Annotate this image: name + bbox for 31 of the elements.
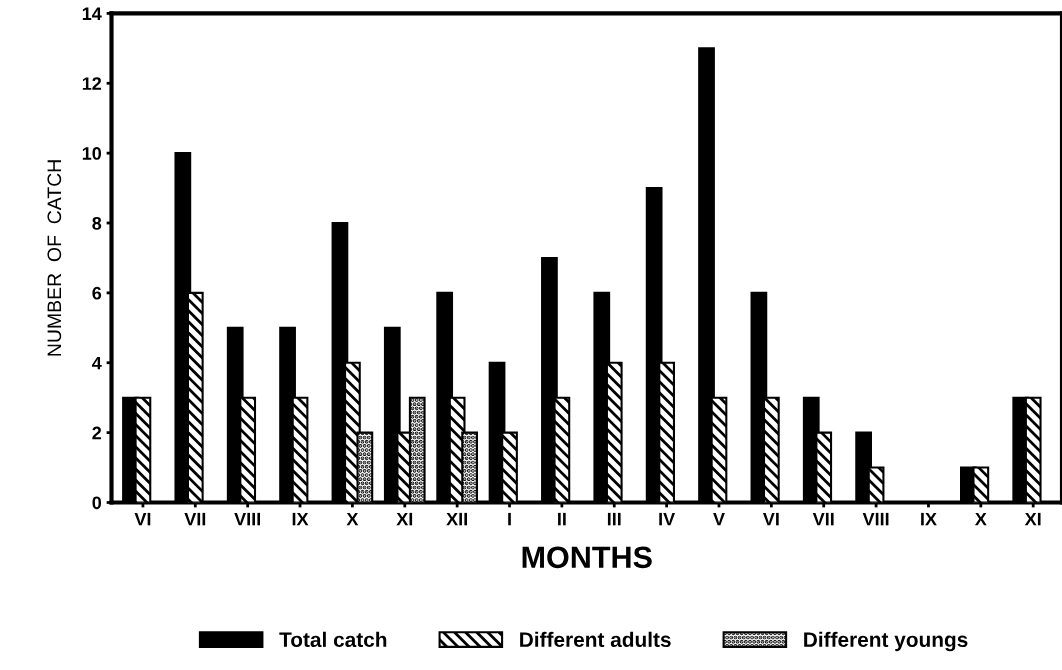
y-tick-label: 10	[82, 147, 102, 160]
x-tick-label: X	[346, 512, 359, 526]
y-tick-label: 0	[92, 496, 102, 510]
x-tick-label: X	[974, 512, 987, 526]
y-tick-label: 6	[92, 286, 102, 300]
y-axis-title: NUMBER OF CATCH	[47, 160, 62, 356]
x-tick-label: I	[508, 512, 511, 526]
x-tick-label: IX	[921, 512, 937, 526]
x-tick-label: XII	[446, 512, 467, 526]
x-axis-title: MONTHS	[522, 546, 652, 569]
x-tick-label: VIII	[862, 512, 889, 526]
legend-label: Different youngs	[804, 631, 968, 652]
legend-label: Total catch	[279, 631, 387, 648]
x-tick-label: VI	[134, 512, 151, 526]
x-tick-label: II	[558, 512, 566, 526]
x-tick-label: V	[713, 512, 725, 526]
y-tick-label: 8	[92, 216, 102, 230]
x-tick-label: VI	[762, 512, 779, 526]
legend-label: Different adults	[520, 631, 671, 648]
x-tick-label: VII	[184, 512, 206, 526]
x-tick-label: VII	[812, 512, 834, 526]
x-tick-label: III	[607, 512, 621, 526]
y-tick-label: 4	[92, 356, 102, 370]
x-tick-label: XI	[396, 512, 413, 526]
x-tick-label: IV	[659, 512, 676, 526]
y-tick-label: 14	[82, 7, 102, 20]
x-tick-label: IX	[292, 512, 309, 526]
y-tick-label: 2	[92, 426, 102, 440]
x-tick-label: VIII	[234, 512, 261, 526]
y-tick-label: 12	[82, 77, 102, 90]
x-tick-label: XI	[1024, 512, 1041, 526]
